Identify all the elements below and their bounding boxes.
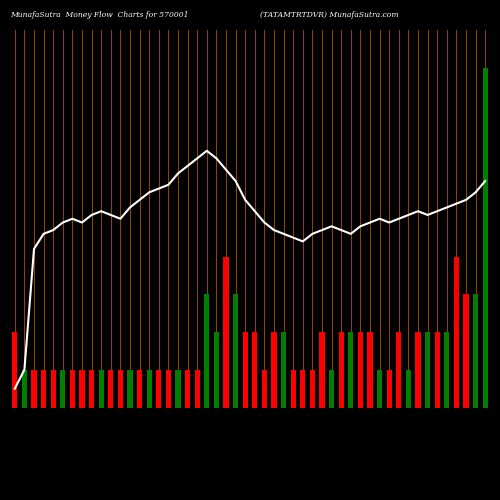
Bar [80, 370, 84, 408]
Bar [416, 332, 420, 407]
Bar [22, 370, 27, 408]
Bar [358, 332, 363, 407]
Bar [272, 332, 276, 407]
Bar [185, 370, 190, 408]
Bar [348, 332, 354, 407]
Bar [128, 370, 132, 408]
Bar [338, 332, 344, 407]
Bar [70, 370, 75, 408]
Bar [281, 332, 286, 407]
Bar [204, 294, 210, 408]
Bar [444, 332, 450, 407]
Bar [396, 332, 402, 407]
Bar [146, 370, 152, 408]
Bar [434, 332, 440, 407]
Bar [252, 332, 258, 407]
Bar [32, 370, 36, 408]
Bar [300, 370, 306, 408]
Bar [137, 370, 142, 408]
Bar [224, 256, 228, 408]
Bar [50, 370, 56, 408]
Bar [108, 370, 114, 408]
Bar [118, 370, 123, 408]
Text: MunafaSutra  Money Flow  Charts for 570001: MunafaSutra Money Flow Charts for 570001 [10, 11, 188, 19]
Bar [156, 370, 162, 408]
Bar [329, 370, 334, 408]
Bar [214, 332, 219, 407]
Bar [98, 370, 104, 408]
Bar [41, 370, 46, 408]
Bar [166, 370, 171, 408]
Bar [368, 332, 372, 407]
Bar [242, 332, 248, 407]
Bar [320, 332, 324, 407]
Bar [473, 294, 478, 408]
Bar [386, 370, 392, 408]
Bar [377, 370, 382, 408]
Bar [89, 370, 94, 408]
Bar [12, 332, 18, 407]
Bar [290, 370, 296, 408]
Text: (TATAMTRTDVR) MunafaSutra.com: (TATAMTRTDVR) MunafaSutra.com [260, 11, 398, 19]
Bar [60, 370, 66, 408]
Bar [176, 370, 180, 408]
Bar [233, 294, 238, 408]
Bar [482, 68, 488, 407]
Bar [406, 370, 411, 408]
Bar [425, 332, 430, 407]
Bar [262, 370, 267, 408]
Bar [310, 370, 315, 408]
Bar [454, 256, 459, 408]
Bar [464, 294, 468, 408]
Bar [194, 370, 200, 408]
